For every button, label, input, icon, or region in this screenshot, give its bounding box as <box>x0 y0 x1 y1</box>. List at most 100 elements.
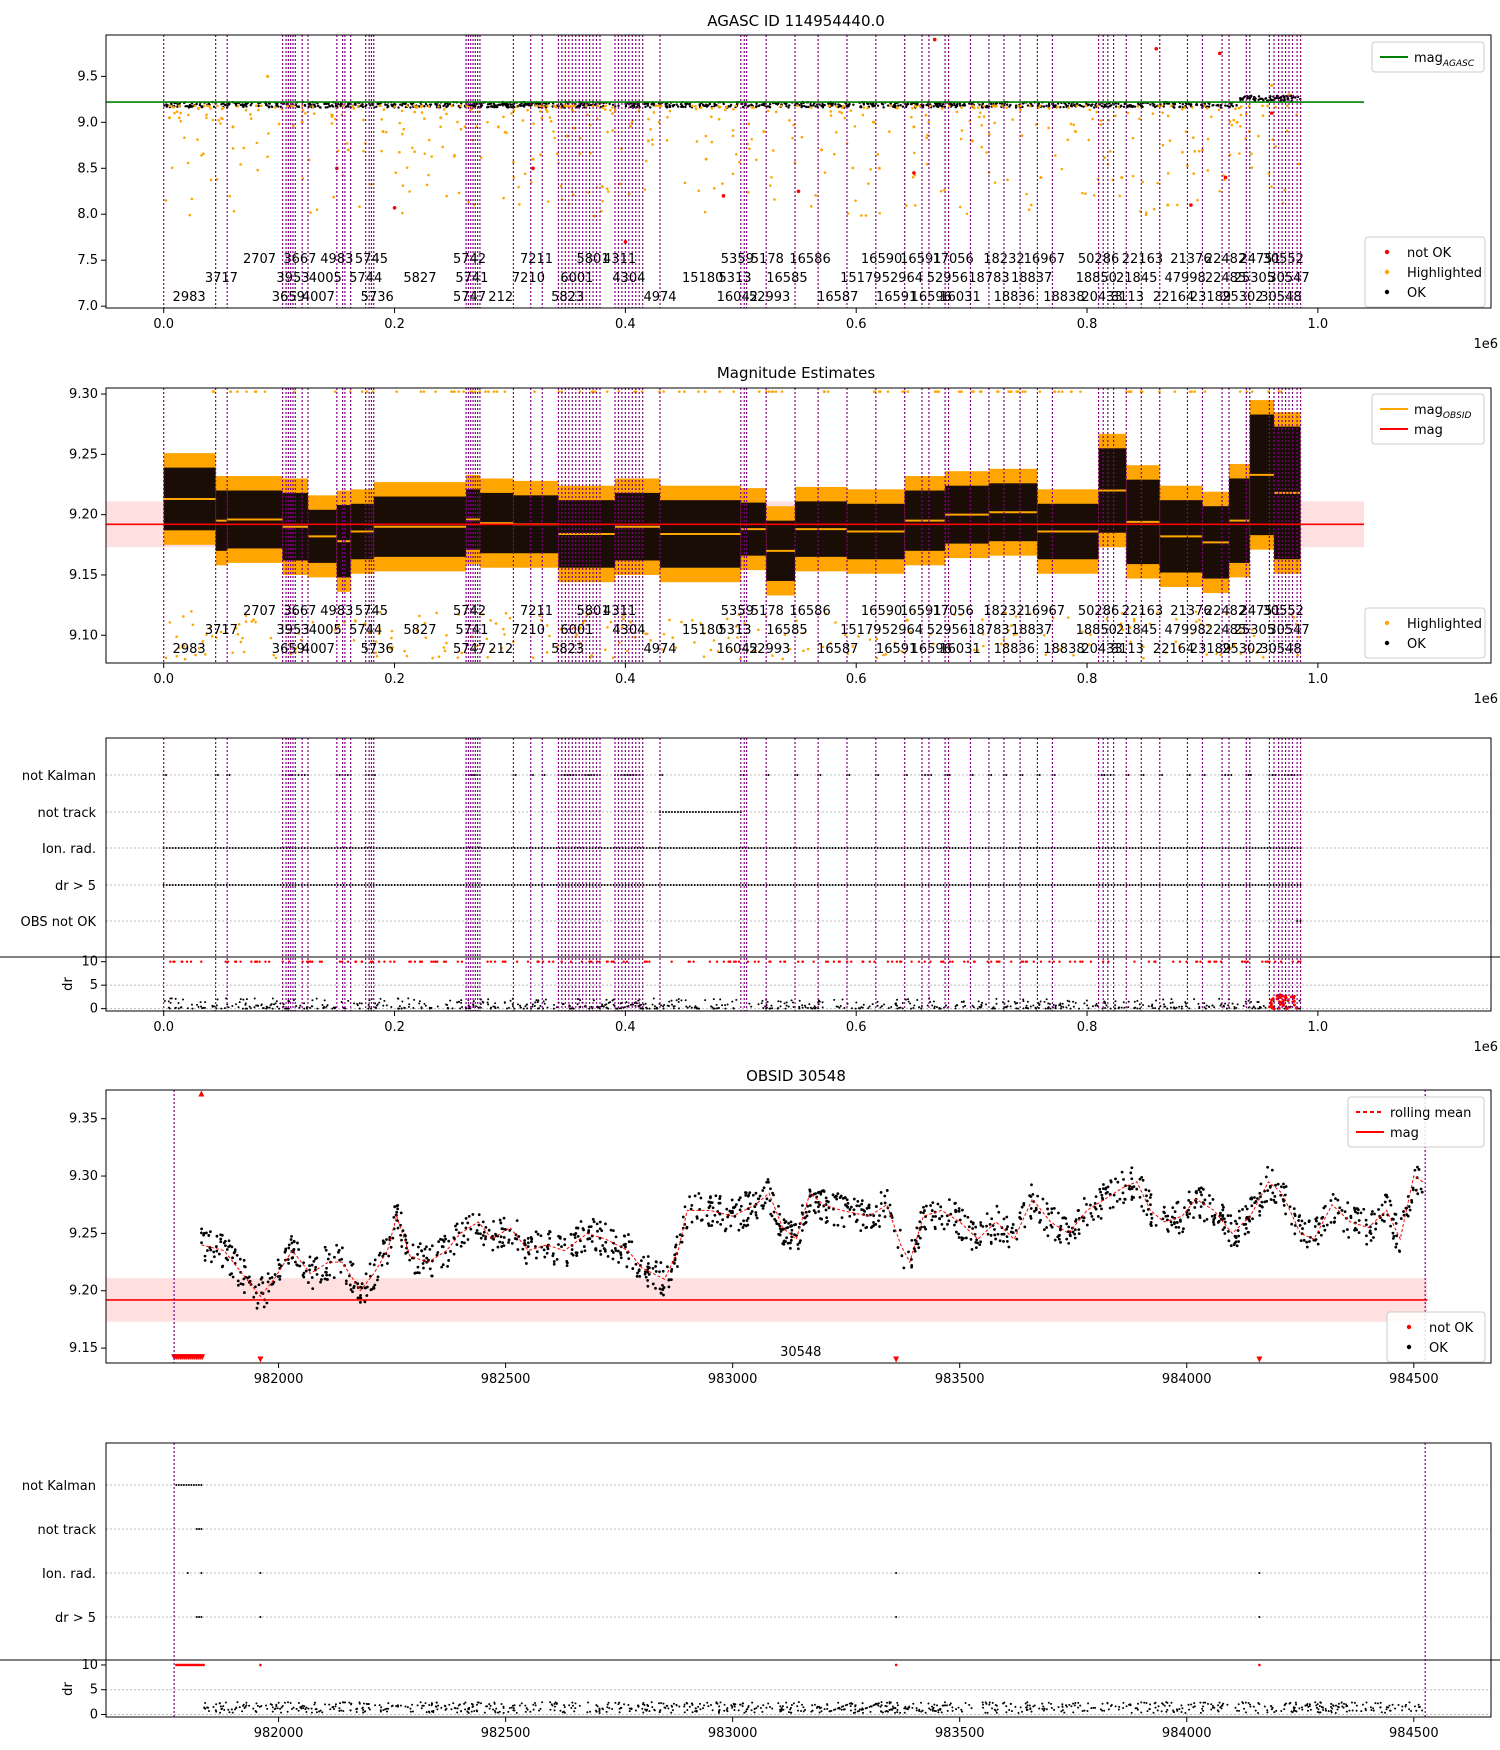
dr-point <box>1218 997 1221 1000</box>
x-tick-label: 0.4 <box>615 317 636 332</box>
obsid-label: 5823 <box>551 642 584 657</box>
ok-point <box>1187 103 1191 106</box>
dr-point <box>241 1007 244 1010</box>
highlighted-point <box>611 656 615 659</box>
flag-point <box>1026 884 1029 886</box>
flag-point <box>1191 884 1194 886</box>
flag-point <box>759 847 762 849</box>
highlighted-point <box>405 104 409 108</box>
highlighted-point <box>1250 152 1253 156</box>
ok-point <box>589 1225 593 1229</box>
flag-point <box>1068 884 1071 886</box>
ok-point <box>1365 1242 1369 1246</box>
highlighted-point <box>177 646 181 650</box>
obsid-label: 16590 <box>861 252 902 267</box>
highlighted-point <box>893 644 896 648</box>
highlighted-point <box>312 112 316 115</box>
ok-point <box>1260 1200 1264 1204</box>
dr-point <box>880 1005 883 1008</box>
ok-point <box>1000 102 1004 105</box>
highlighted-point <box>1011 118 1014 121</box>
ok-point <box>869 102 872 105</box>
highlighted-point <box>1175 617 1178 621</box>
dr-point <box>196 1003 199 1006</box>
highlighted-point <box>502 196 505 200</box>
ok-point <box>1067 1225 1071 1229</box>
highlighted-point <box>1042 633 1046 637</box>
highlighted-point <box>457 390 461 393</box>
flag-point <box>720 884 723 886</box>
flag-point <box>1026 847 1029 849</box>
ok-point <box>1290 97 1294 100</box>
highlighted-point <box>904 204 908 207</box>
dr-point <box>762 1007 765 1010</box>
flag-point <box>735 847 738 849</box>
highlighted-point <box>179 111 182 115</box>
ok-point <box>1102 1183 1105 1186</box>
ok-point <box>1297 1219 1300 1222</box>
ok-point <box>960 1208 964 1212</box>
flag-point <box>1188 847 1191 849</box>
ok-point <box>1042 105 1046 108</box>
highlighted-point <box>193 104 197 108</box>
highlighted-point <box>1072 123 1076 127</box>
highlighted-point <box>1141 180 1145 184</box>
flag-point <box>372 884 375 886</box>
dr-point <box>447 1007 450 1010</box>
highlighted-point <box>236 633 240 636</box>
obsid-label: 22485 <box>1205 623 1246 638</box>
dr-point <box>712 1007 715 1010</box>
highlighted-point <box>1168 139 1172 142</box>
flag-point <box>670 811 673 813</box>
highlighted-point <box>442 646 446 649</box>
dr-point <box>413 998 416 1001</box>
highlighted-point <box>694 107 698 111</box>
ok-point <box>534 1256 538 1260</box>
highlighted-point <box>888 612 891 616</box>
flag-point <box>774 884 777 886</box>
highlighted-point <box>538 104 542 108</box>
ok-point <box>1218 1213 1222 1217</box>
ok-point <box>1224 104 1227 107</box>
ok-point <box>847 104 850 107</box>
highlighted-point <box>857 635 860 638</box>
flag-point <box>516 884 519 886</box>
flag-point <box>414 884 417 886</box>
ok-point <box>754 1213 758 1217</box>
flag-point <box>566 774 569 776</box>
dr-point <box>278 1007 281 1010</box>
flag-point <box>669 884 672 886</box>
dr-point <box>539 1004 542 1007</box>
flag-point <box>696 847 699 849</box>
ok-point <box>1200 1193 1203 1197</box>
dr-point <box>1061 1002 1064 1005</box>
x-tick-label: 0.8 <box>1077 317 1098 332</box>
highlighted-point <box>538 614 541 618</box>
flag-point <box>1020 884 1023 886</box>
ok-point <box>749 1212 753 1216</box>
dr-point <box>1251 1007 1254 1010</box>
highlighted-point <box>910 115 913 119</box>
flag-point <box>822 884 825 886</box>
ok-point <box>1059 106 1062 109</box>
highlighted-point <box>389 647 392 650</box>
flag-point <box>165 847 168 849</box>
flag-point <box>762 884 765 886</box>
highlighted-point <box>179 119 183 123</box>
flag-point <box>1257 884 1260 886</box>
flag-point <box>1263 884 1266 886</box>
flag-point <box>312 884 315 886</box>
obsid-label: 18838 <box>1043 290 1084 305</box>
flag-point <box>237 847 240 849</box>
flag-point <box>375 884 378 886</box>
dr-high-point <box>393 960 396 963</box>
highlighted-point <box>420 111 424 114</box>
dr-point <box>1264 1006 1267 1009</box>
ok-point <box>1005 1240 1009 1243</box>
ok-point <box>1100 1207 1103 1211</box>
flag-point <box>900 847 903 849</box>
ok-point <box>774 102 778 105</box>
flag-point <box>1188 774 1191 776</box>
highlighted-point <box>981 632 985 636</box>
ok-point <box>1229 1244 1233 1248</box>
